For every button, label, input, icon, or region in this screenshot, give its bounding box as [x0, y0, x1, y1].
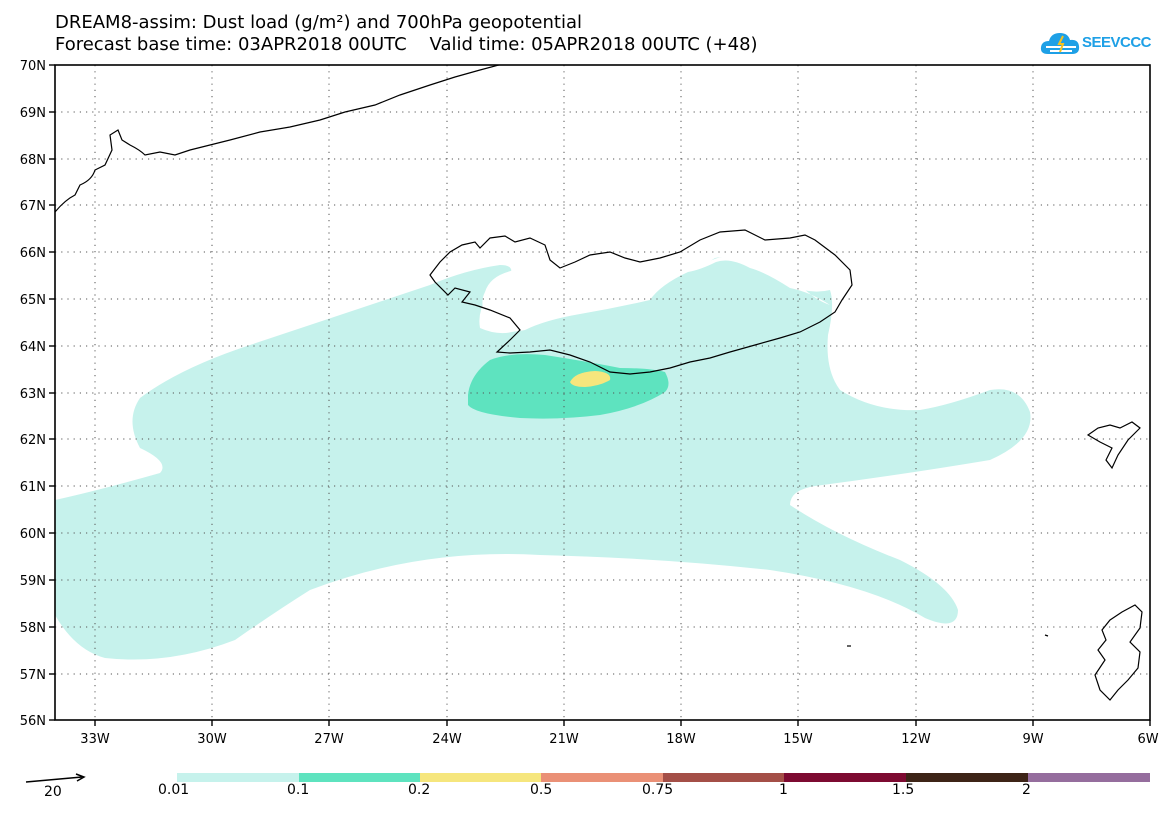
legend-swatch: [906, 773, 1028, 782]
dust-load-map: 70N 69N 68N 67N 66N 65N 64N 63N 62N 61N …: [20, 59, 1159, 747]
legend-swatch: [420, 773, 541, 782]
lat-label: 58N: [20, 621, 46, 636]
lat-label: 65N: [20, 293, 46, 308]
legend-swatch: [541, 773, 663, 782]
legend-swatch: [663, 773, 784, 782]
lon-label: 21W: [549, 732, 579, 747]
lat-label: 62N: [20, 433, 46, 448]
legend-swatch: [784, 773, 906, 782]
longitude-labels: 33W 30W 27W 24W 21W 18W 15W 12W 9W 6W: [80, 732, 1158, 747]
color-legend: 20 0.01 0.1 0.2 0.5 0.75 1 1.5 2: [0, 760, 1175, 810]
legend-label: 0.5: [530, 782, 553, 798]
coastlines: [55, 65, 1143, 701]
legend-swatch: [177, 773, 299, 782]
lon-label: 27W: [314, 732, 344, 747]
axis-ticks: [49, 64, 1151, 726]
legend-swatch: [1028, 773, 1150, 782]
lon-label: 18W: [666, 732, 696, 747]
lon-label: 24W: [432, 732, 462, 747]
iceland-clear-area: [482, 251, 830, 332]
greenland-coast: [55, 65, 502, 213]
lat-label: 66N: [20, 246, 46, 261]
island-small-1: [1044, 634, 1049, 637]
cloud-icon: [1040, 33, 1080, 54]
latitude-labels: 70N 69N 68N 67N 66N 65N 64N 63N 62N 61N …: [20, 59, 46, 729]
lat-label: 61N: [20, 480, 46, 495]
lat-label: 60N: [20, 527, 46, 542]
legend-label: 0.75: [642, 782, 674, 798]
lat-label: 56N: [20, 714, 46, 729]
dust-contour-0.2: [570, 371, 611, 387]
lat-label: 64N: [20, 340, 46, 355]
scotland-coast: [1094, 604, 1143, 701]
lon-label: 6W: [1137, 732, 1158, 747]
map-subtitle: Forecast base time: 03APR2018 00UTC Vali…: [55, 34, 758, 55]
legend-label: 1: [779, 782, 788, 798]
meridian-grid: [94, 65, 1034, 720]
lon-label: 12W: [901, 732, 931, 747]
lat-label: 57N: [20, 668, 46, 683]
lon-label: 9W: [1022, 732, 1043, 747]
iceland-coast: [429, 229, 853, 375]
map-title: DREAM8-assim: Dust load (g/m²) and 700hP…: [55, 12, 582, 33]
parallel-grid: [55, 111, 1150, 675]
lon-label: 30W: [197, 732, 227, 747]
seevccc-logo: SEEVCCC: [1040, 28, 1155, 60]
lat-label: 59N: [20, 574, 46, 589]
legend-swatch: [299, 773, 420, 782]
legend-label: 2: [1022, 782, 1031, 798]
faroe-islands: [1086, 421, 1141, 470]
legend-label: 0.1: [287, 782, 310, 798]
dust-contour-0.01: [55, 257, 1031, 660]
legend-label: 0.2: [408, 782, 431, 798]
legend-label: 0.01: [158, 782, 190, 798]
dust-contour-0.1: [468, 354, 669, 419]
logo-text: SEEVCCC: [1082, 34, 1152, 51]
lat-label: 63N: [20, 387, 46, 402]
wind-vector-arrow-icon: [25, 773, 86, 783]
lon-label: 33W: [80, 732, 110, 747]
lat-label: 70N: [20, 59, 46, 74]
lat-label: 69N: [20, 106, 46, 121]
legend-label: 1.5: [892, 782, 915, 798]
lon-label: 15W: [783, 732, 813, 747]
vector-scale-label: 20: [44, 784, 62, 800]
lat-label: 68N: [20, 153, 46, 168]
lat-label: 67N: [20, 199, 46, 214]
